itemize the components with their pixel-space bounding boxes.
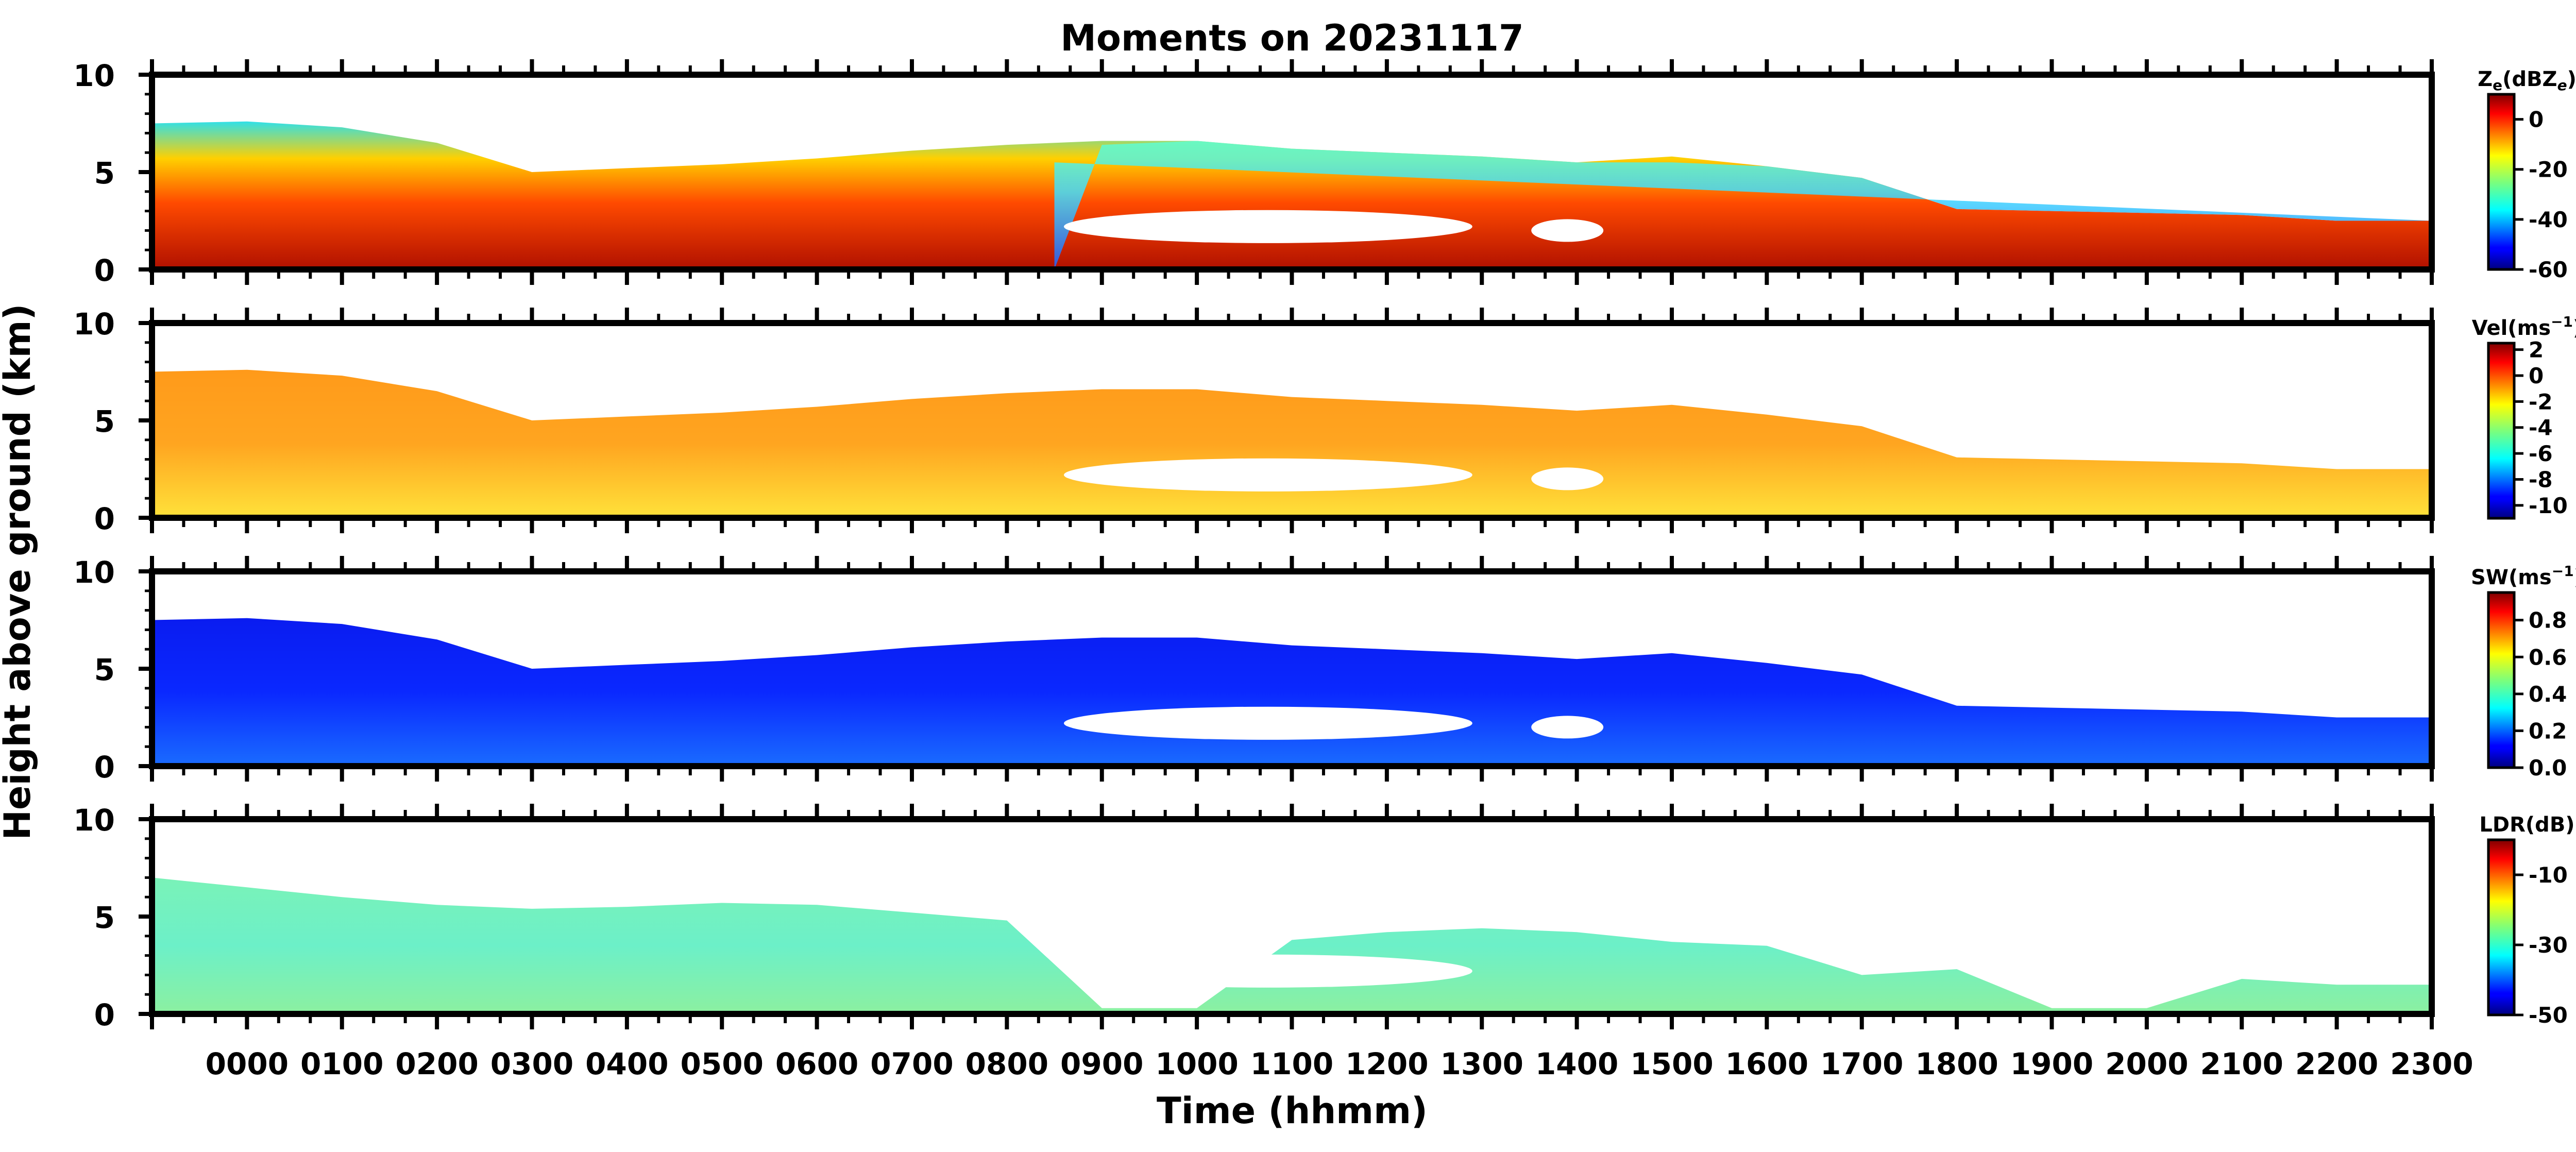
x-tick-label: 0400 <box>585 1046 668 1081</box>
colorbar-tick-label: 2 <box>2529 337 2544 363</box>
colorbar-gradient <box>2487 342 2516 520</box>
colorbar-label: LDR(dB) <box>2479 813 2574 837</box>
x-tick-label: 2300 <box>2390 1046 2473 1081</box>
panel-spectrum-width: 0 5 10 <box>73 555 2435 785</box>
x-axis-label: Time (hhmm) <box>1157 1090 1428 1132</box>
colorbar-reflectivity: Ze(dBZe) 0 -20 -40 -60 <box>2478 67 2576 282</box>
colorbar-tick-label: 0.8 <box>2529 608 2567 633</box>
x-tick-label: 2000 <box>2105 1046 2188 1081</box>
x-tick-label: 0800 <box>965 1046 1048 1081</box>
x-tick-label: 1100 <box>1250 1046 1333 1081</box>
x-tick-label: 0000 <box>206 1046 289 1081</box>
x-tick-label: 0200 <box>395 1046 478 1081</box>
colorbar-tick-label: -30 <box>2529 933 2568 958</box>
colorbar-tick-label: -20 <box>2529 157 2568 182</box>
y-tick-label: 0 <box>94 750 115 785</box>
x-tick-label: 0500 <box>681 1046 764 1081</box>
x-tick-label: 0600 <box>775 1046 858 1081</box>
colorbar-label: Vel(ms−1) <box>2472 313 2576 340</box>
chart-title: Moments on 20231117 <box>1060 17 1523 59</box>
colorbar-label: Ze(dBZe) <box>2478 67 2576 94</box>
clear-gap <box>1531 467 1604 490</box>
x-tick-label: 2100 <box>2200 1046 2283 1081</box>
y-tick-label: 10 <box>73 58 115 93</box>
colorbar-tick-label: -4 <box>2529 415 2553 441</box>
colorbar-tick-label: 0.0 <box>2529 755 2567 781</box>
weak-echo-region <box>1054 141 2432 269</box>
colorbar-tick-label: 0.6 <box>2529 645 2567 670</box>
y-tick-label: 5 <box>94 404 115 439</box>
y-tick-label: 5 <box>94 156 115 191</box>
y-axis-label: Height above ground (km) <box>0 303 39 840</box>
clear-gap <box>1064 954 1472 988</box>
colorbar-tick-label: -10 <box>2529 493 2568 518</box>
colorbar-tick-label: 0.2 <box>2529 718 2567 743</box>
colorbar-tick-label: -40 <box>2529 207 2568 232</box>
colorbar-label: SW(ms−1) <box>2471 563 2576 589</box>
x-tick-label: 1800 <box>1915 1046 1998 1081</box>
colorbar-tick-label: -6 <box>2529 441 2553 466</box>
panel-doppler-velocity: 0 5 10 <box>73 307 2435 536</box>
x-tick-label: 1400 <box>1535 1046 1618 1081</box>
colorbar-tick-label: -2 <box>2529 389 2553 414</box>
x-tick-label: 0700 <box>870 1046 953 1081</box>
clear-gap <box>1064 458 1472 492</box>
x-tick-label: 1700 <box>1820 1046 1903 1081</box>
y-tick-label: 10 <box>73 555 115 590</box>
cloud-echo-field <box>152 618 2432 766</box>
colorbar-tick-label: -50 <box>2529 1003 2568 1028</box>
y-tick-label: 5 <box>94 652 115 687</box>
colorbar-tick-label: 0 <box>2529 107 2544 132</box>
clear-gap <box>1064 210 1472 243</box>
x-tick-label: 0100 <box>300 1046 383 1081</box>
colorbar-tick-label: -60 <box>2529 257 2568 282</box>
panel-reflectivity: 0 5 10 <box>73 58 2435 288</box>
colorbar-tick-label: 0.4 <box>2529 682 2567 707</box>
x-tick-label: 1900 <box>2010 1046 2093 1081</box>
x-tick-labels: 0000 0100 0200 0300 0400 0500 0600 0700 0800 0900… <box>206 1046 2473 1081</box>
colorbar-spectrum-width: SW(ms−1) 0.8 0.6 0.4 0.2 0.0 <box>2471 563 2576 781</box>
y-tick-label: 0 <box>94 253 115 288</box>
colorbar-tick-label: 0 <box>2529 363 2544 388</box>
y-tick-label: 0 <box>94 997 115 1032</box>
x-tick-label: 1600 <box>1725 1046 1808 1081</box>
colorbar-linear-depolarization-ratio: LDR(dB) -10 -30 -50 <box>2479 813 2574 1028</box>
x-tick-label: 0300 <box>490 1046 573 1081</box>
x-tick-label: 1300 <box>1440 1046 1523 1081</box>
colorbar-doppler-velocity: Vel(ms−1)20-2-4-6-8-10 <box>2472 313 2576 520</box>
x-tick-label: 2200 <box>2295 1046 2378 1081</box>
y-tick-label: 10 <box>73 307 115 342</box>
clear-gap <box>1064 706 1472 740</box>
x-tick-label: 1200 <box>1345 1046 1428 1081</box>
cloud-echo-field <box>152 121 2432 269</box>
colorbar-gradient <box>2487 93 2516 271</box>
y-tick-label: 0 <box>94 501 115 536</box>
colorbar-tick-label: -8 <box>2529 467 2553 492</box>
clear-gap <box>1531 219 1604 242</box>
x-tick-label: 1500 <box>1630 1046 1713 1081</box>
colorbar-gradient <box>2487 591 2516 769</box>
panel-linear-depolarization-ratio: 0 5 10 <box>73 803 2435 1032</box>
colorbar-tick-label: -10 <box>2529 862 2568 888</box>
clear-gap <box>1531 716 1604 739</box>
colorbars: Ze(dBZe)0-20-40-60Vel(ms−1)20-2-4-6-8-10… <box>2471 67 2576 1028</box>
panels: 0 5 10 0 5 10 0 5 10 0 5 10 0000 0100 0200 0300 0400 0500… <box>73 58 2473 1081</box>
cloud-echo-field <box>152 877 2432 1014</box>
cloud-echo-field <box>152 369 2432 518</box>
y-tick-label: 10 <box>73 803 115 838</box>
colorbar-gradient <box>2487 838 2516 1017</box>
x-tick-label: 1000 <box>1155 1046 1238 1081</box>
y-tick-label: 5 <box>94 900 115 935</box>
x-tick-label: 0900 <box>1060 1046 1143 1081</box>
